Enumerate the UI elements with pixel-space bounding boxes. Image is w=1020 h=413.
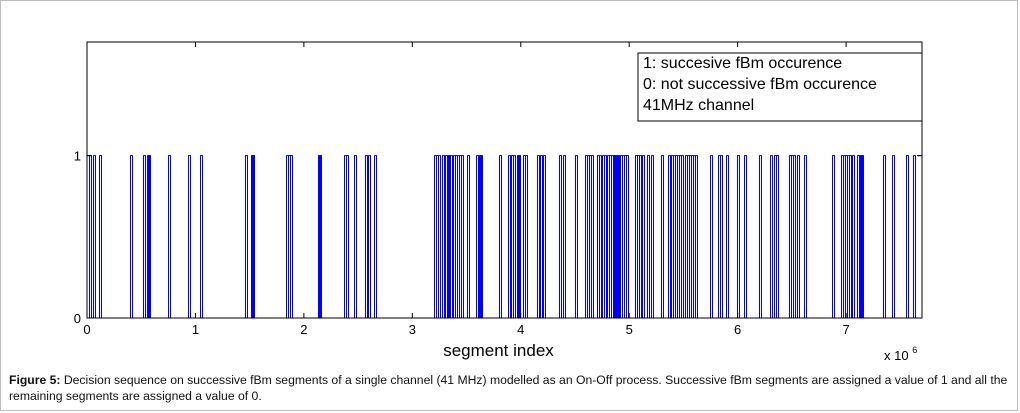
pulse-mark bbox=[543, 155, 546, 318]
x-tick-label: 3 bbox=[409, 322, 416, 337]
pulse-mark bbox=[438, 155, 441, 318]
pulse-mark bbox=[559, 155, 562, 318]
y-tick-label: 0 bbox=[74, 311, 81, 326]
pulse-mark bbox=[626, 155, 629, 318]
x-tick-label: 5 bbox=[626, 322, 633, 337]
pulse-mark bbox=[642, 155, 645, 318]
pulse-mark bbox=[861, 155, 864, 318]
pulse-mark bbox=[540, 155, 543, 318]
pulse-mark bbox=[591, 155, 594, 318]
pulse-mark bbox=[604, 155, 607, 318]
tick-layer: 0 1 2 3 4 5 6 7 0 1 bbox=[74, 42, 922, 337]
x-tick-label: 0 bbox=[83, 322, 90, 337]
pulse-mark bbox=[508, 155, 511, 318]
pulse-mark bbox=[906, 155, 909, 318]
pulse-mark bbox=[726, 155, 729, 318]
pulse-mark bbox=[252, 155, 255, 318]
caption-text: Decision sequence on successive fBm segm… bbox=[9, 373, 1008, 403]
x-tick-label: 2 bbox=[300, 322, 307, 337]
pulse-mark bbox=[368, 155, 371, 318]
plot-layer bbox=[87, 155, 922, 319]
x-axis-multiplier: x 10 6 bbox=[884, 345, 917, 363]
pulse-mark bbox=[467, 155, 470, 318]
pulse-mark bbox=[793, 155, 796, 318]
pulse-mark bbox=[776, 155, 779, 318]
x-tick-label: 7 bbox=[842, 322, 849, 337]
pulse-mark bbox=[797, 155, 800, 318]
pulse-mark bbox=[476, 155, 479, 318]
pulse-mark bbox=[168, 155, 171, 318]
annotation-line: 1: succesive fBm occurence bbox=[643, 55, 842, 72]
pulse-mark bbox=[442, 155, 445, 318]
pulse-mark bbox=[892, 155, 895, 318]
x-axis-multiplier-exponent: 6 bbox=[912, 345, 917, 355]
pulse-mark bbox=[346, 155, 349, 318]
x-tick-label: 4 bbox=[517, 322, 524, 337]
pulse-mark bbox=[93, 155, 96, 318]
pulse-mark bbox=[737, 155, 740, 318]
pulse-mark bbox=[354, 155, 357, 318]
pulse-mark bbox=[143, 155, 146, 318]
pulse-mark bbox=[883, 155, 886, 318]
pulse-mark bbox=[720, 155, 723, 318]
pulse-mark bbox=[290, 155, 293, 318]
pulse-mark bbox=[245, 155, 248, 318]
annotation-box bbox=[637, 52, 923, 122]
pulse-mark bbox=[365, 155, 368, 318]
pulse-mark bbox=[499, 155, 502, 318]
y-tick-label: 1 bbox=[74, 149, 81, 164]
pulse-mark bbox=[99, 155, 102, 318]
pulse-mark bbox=[647, 155, 650, 318]
pulse-mark bbox=[575, 155, 578, 318]
pulse-mark bbox=[639, 155, 642, 318]
pulse-mark bbox=[374, 155, 377, 318]
pulse-mark bbox=[857, 155, 860, 318]
pulse-mark bbox=[804, 155, 807, 318]
pulse-mark bbox=[770, 155, 773, 318]
caption-label: Figure 5: bbox=[9, 373, 61, 387]
pulse-mark bbox=[849, 155, 852, 318]
pulse-mark bbox=[518, 155, 521, 318]
pulse-mark bbox=[913, 155, 916, 318]
pulse-mark bbox=[651, 155, 654, 318]
pulse-mark bbox=[563, 155, 566, 318]
pulse-mark bbox=[525, 155, 528, 318]
pulse-mark bbox=[617, 155, 620, 318]
pulse-mark bbox=[537, 155, 540, 318]
pulse-mark bbox=[599, 155, 602, 318]
pulse-mark bbox=[759, 155, 762, 318]
pulse-mark bbox=[710, 155, 713, 318]
pulse-mark bbox=[852, 155, 855, 318]
pulse-mark bbox=[148, 155, 151, 318]
pulse-mark bbox=[681, 155, 684, 318]
pulse-mark bbox=[461, 155, 464, 318]
pulse-mark bbox=[319, 155, 322, 318]
annotation-layer: 1: succesive fBm occurence 0: not success… bbox=[643, 55, 877, 114]
pulse-mark bbox=[480, 155, 483, 318]
pulse-mark bbox=[668, 155, 671, 318]
pulse-mark bbox=[695, 155, 698, 318]
pulse-mark bbox=[513, 155, 516, 318]
pulse-mark bbox=[744, 155, 747, 318]
pulse-mark bbox=[832, 155, 835, 318]
figure-caption: Figure 5: Decision sequence on successiv… bbox=[9, 372, 1009, 404]
annotation-line: 41MHz channel bbox=[643, 97, 754, 114]
pulse-mark bbox=[130, 155, 133, 318]
x-axis-label: segment index bbox=[443, 341, 554, 360]
x-tick-label: 6 bbox=[734, 322, 741, 337]
chart: 0 1 2 3 4 5 6 7 0 1 1: succesive fBm occurence 0: … bbox=[74, 41, 923, 363]
pulse-mark bbox=[661, 155, 664, 318]
pulse-mark bbox=[188, 155, 191, 318]
plot-area-border bbox=[86, 41, 923, 319]
x-axis-multiplier-base: x 10 bbox=[884, 348, 909, 363]
x-tick-label: 1 bbox=[192, 322, 199, 337]
pulse-mark bbox=[89, 155, 92, 318]
annotation-line: 0: not successive fBm occurence bbox=[643, 76, 877, 93]
pulse-mark bbox=[200, 155, 203, 318]
pulse-mark bbox=[450, 155, 453, 318]
